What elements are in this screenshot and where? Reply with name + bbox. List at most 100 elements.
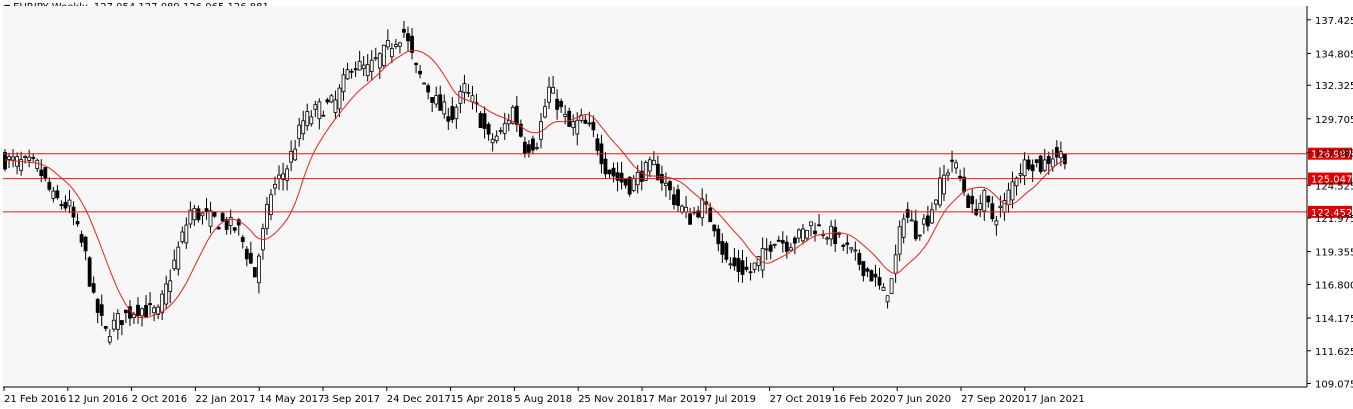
candle-body xyxy=(7,156,11,160)
candle-body xyxy=(369,59,374,72)
candle-body xyxy=(712,224,717,232)
candle-body xyxy=(897,226,902,255)
candle-body xyxy=(732,257,737,267)
candle-body xyxy=(317,101,322,120)
candle-body xyxy=(478,113,483,128)
candle-body xyxy=(575,119,580,135)
level-label: 125.047 xyxy=(1311,175,1352,186)
candle-body xyxy=(361,64,366,70)
candle-body xyxy=(394,44,398,47)
candle-body xyxy=(607,169,612,175)
candle-body xyxy=(913,220,918,240)
candle-body xyxy=(780,240,785,244)
candle-body xyxy=(873,273,878,278)
candle-body xyxy=(357,60,362,71)
candle-body xyxy=(522,141,527,154)
candle-body xyxy=(402,28,406,33)
candle-body xyxy=(925,215,930,227)
candle-body xyxy=(768,244,773,252)
candle-body xyxy=(422,82,427,85)
candle-body xyxy=(156,306,161,315)
plot-area[interactable] xyxy=(3,6,1307,387)
y-tick-label: 124.525 xyxy=(1315,181,1353,192)
candle-body xyxy=(406,33,410,42)
candle-body xyxy=(75,221,80,225)
candle-body xyxy=(551,87,555,94)
candle-body xyxy=(252,267,257,278)
x-tick-label: 7 Jul 2019 xyxy=(706,394,756,405)
candle-body xyxy=(655,163,660,181)
candle-body xyxy=(531,138,535,151)
candle-body xyxy=(825,237,830,240)
candle-body xyxy=(353,68,358,71)
candle-body xyxy=(627,176,632,195)
candle-body xyxy=(269,194,273,215)
candle-body xyxy=(784,241,789,252)
candle-body xyxy=(373,57,378,60)
x-tick-label: 15 Apr 2018 xyxy=(451,394,513,405)
x-tick-label: 14 May 2017 xyxy=(259,394,324,405)
moving-average-line xyxy=(4,50,1066,319)
candle-body xyxy=(954,162,958,169)
candle-body xyxy=(486,123,491,135)
candle-body xyxy=(289,150,294,163)
candle-body xyxy=(200,212,205,217)
candle-body xyxy=(736,257,741,272)
candle-body xyxy=(111,319,116,330)
candle-body xyxy=(502,123,507,134)
candle-body xyxy=(680,205,684,213)
candle-body xyxy=(410,35,414,53)
candle-body xyxy=(115,313,120,330)
candle-body xyxy=(881,286,886,291)
candle-body xyxy=(107,336,112,343)
candle-body xyxy=(265,204,269,229)
x-tick-label: 2 Oct 2016 xyxy=(132,394,187,405)
candle-body xyxy=(1018,173,1023,176)
candle-body xyxy=(603,158,608,175)
candle-body xyxy=(591,121,596,131)
candle-body xyxy=(889,278,894,294)
candle-body xyxy=(119,320,124,325)
candle-body xyxy=(853,249,858,252)
candle-body xyxy=(740,260,745,275)
x-tick-label: 22 Jan 2017 xyxy=(195,394,255,405)
candle-body xyxy=(434,95,439,105)
candle-body xyxy=(668,181,672,191)
candle-body xyxy=(583,119,588,124)
candle-body xyxy=(905,209,910,218)
candle-body xyxy=(950,159,954,162)
y-tick-label: 109.075 xyxy=(1315,379,1353,390)
candle-body xyxy=(696,210,701,218)
candle-body xyxy=(885,295,890,303)
candle-body xyxy=(724,242,729,260)
x-tick-label: 3 Sep 2017 xyxy=(323,394,380,405)
candle-body xyxy=(631,177,636,191)
candle-body xyxy=(587,122,592,125)
y-tick-label: 137.425 xyxy=(1315,16,1353,27)
candle-body xyxy=(160,293,165,314)
candle-body xyxy=(212,211,217,217)
candle-body xyxy=(140,308,144,317)
candle-body xyxy=(909,219,914,222)
candle-body xyxy=(55,190,60,199)
candle-body xyxy=(760,248,765,271)
candle-body xyxy=(321,114,326,117)
candle-body xyxy=(639,170,644,182)
candle-body xyxy=(377,53,382,69)
candle-body xyxy=(418,70,422,75)
candle-body xyxy=(79,234,84,243)
candle-body xyxy=(776,239,781,242)
candle-body xyxy=(543,106,547,118)
candle-body xyxy=(95,298,100,313)
candle-body xyxy=(23,155,28,159)
candle-body xyxy=(651,159,656,166)
candle-body xyxy=(256,255,261,284)
candle-body xyxy=(47,181,52,190)
candle-body xyxy=(51,190,56,199)
candle-body xyxy=(998,205,1003,209)
candle-body xyxy=(527,144,531,153)
candle-body xyxy=(470,95,475,103)
candle-body xyxy=(494,135,499,142)
candle-body xyxy=(176,246,181,270)
